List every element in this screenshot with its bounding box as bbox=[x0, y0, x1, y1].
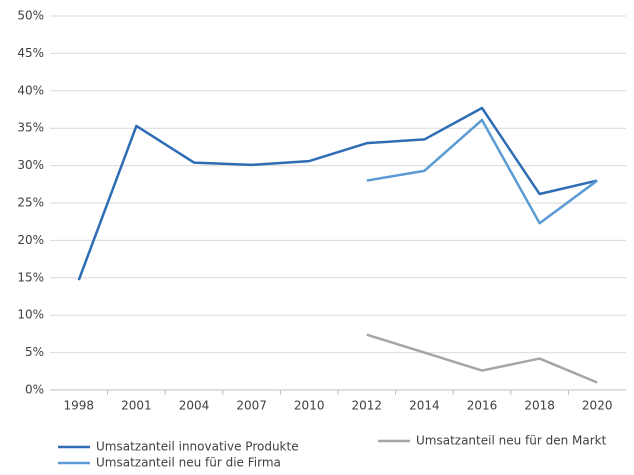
y-tick-label: 15% bbox=[17, 270, 44, 284]
y-tick-label: 0% bbox=[25, 383, 44, 397]
y-tick-label: 20% bbox=[17, 233, 44, 247]
y-tick-label: 30% bbox=[17, 158, 44, 172]
y-tick-label: 25% bbox=[17, 196, 44, 210]
series-line bbox=[366, 118, 598, 225]
x-tick-label: 2004 bbox=[179, 399, 210, 413]
x-tick-label: 1998 bbox=[64, 399, 95, 413]
x-tick-label: 2001 bbox=[121, 399, 152, 413]
series-line bbox=[77, 106, 598, 281]
x-tick-label: 2020 bbox=[582, 399, 613, 413]
y-tick-label: 35% bbox=[17, 121, 44, 135]
y-tick-label: 50% bbox=[17, 9, 44, 23]
x-tick-label: 2014 bbox=[409, 399, 440, 413]
x-tick-label: 2016 bbox=[467, 399, 498, 413]
y-tick-label: 40% bbox=[17, 83, 44, 97]
legend-label: Umsatzanteil innovative Produkte bbox=[96, 440, 299, 454]
x-tick-label: 2007 bbox=[236, 399, 267, 413]
x-tick-label: 2010 bbox=[294, 399, 325, 413]
y-tick-label: 45% bbox=[17, 46, 44, 60]
legend-label: Umsatzanteil neu für den Markt bbox=[416, 434, 607, 448]
y-tick-label: 10% bbox=[17, 308, 44, 322]
y-tick-label: 5% bbox=[25, 345, 44, 359]
legend-label: Umsatzanteil neu für die Firma bbox=[96, 456, 281, 470]
x-tick-label: 2012 bbox=[352, 399, 383, 413]
x-tick-label: 2018 bbox=[524, 399, 555, 413]
series-line bbox=[366, 333, 598, 384]
